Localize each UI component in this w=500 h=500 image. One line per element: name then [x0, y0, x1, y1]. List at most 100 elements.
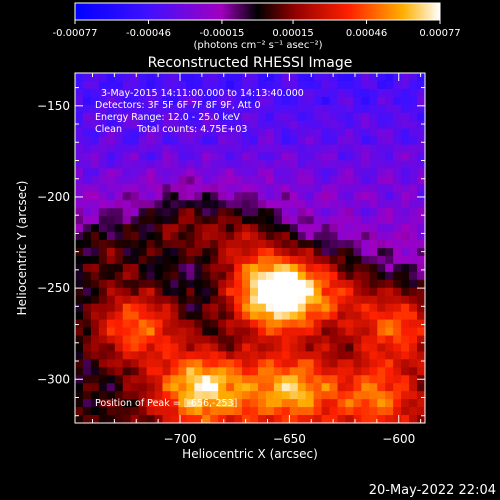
heatmap-cell [146, 279, 155, 289]
heatmap-cell [257, 375, 267, 384]
heatmap-cell [273, 73, 283, 82]
heatmap-cell [377, 184, 386, 193]
heatmap-cell [393, 192, 402, 201]
heatmap-cell [297, 248, 307, 257]
heatmap-cell [82, 128, 92, 138]
heatmap-cell [146, 176, 155, 185]
colorbar-tick-label: 0.00046 [346, 28, 387, 39]
heatmap-cell [234, 168, 243, 177]
heatmap-cell [138, 80, 147, 90]
heatmap-cell [417, 200, 425, 209]
heatmap-cell [385, 367, 394, 376]
heatmap-cell [385, 192, 394, 201]
heatmap-cell [186, 343, 195, 352]
heatmap-cell [226, 359, 235, 368]
heatmap-cell [226, 112, 235, 122]
heatmap-cell [210, 311, 219, 320]
heatmap-cell [409, 136, 418, 145]
heatmap-cell [194, 104, 203, 114]
heatmap-cell [242, 208, 251, 217]
heatmap-cell [250, 303, 259, 313]
heatmap-cell [146, 224, 155, 233]
heatmap-cell [170, 104, 179, 114]
heatmap-cell [265, 263, 275, 273]
heatmap-cell [337, 271, 346, 281]
heatmap-cell [250, 96, 259, 106]
heatmap-cell [289, 120, 299, 130]
colorbar-tick-label: -0.00077 [53, 28, 98, 39]
heatmap-cell [329, 200, 338, 209]
heatmap-cell [98, 224, 108, 233]
heatmap-cell [313, 367, 322, 376]
heatmap-cell [265, 232, 275, 241]
heatmap-cell [106, 279, 116, 289]
heatmap-cell [178, 327, 187, 336]
heatmap-cell [337, 248, 346, 257]
heatmap-cell [417, 144, 425, 153]
heatmap-cell [154, 271, 163, 281]
heatmap-cell [106, 295, 116, 305]
heatmap-cell [345, 80, 354, 90]
heatmap-cell [234, 359, 243, 368]
heatmap-cell [170, 295, 179, 305]
heatmap-cell [194, 224, 203, 233]
heatmap-cell [178, 128, 187, 138]
heatmap-cell [218, 184, 227, 193]
heatmap-cell [265, 287, 275, 297]
heatmap-cell [138, 224, 147, 233]
heatmap-cell [146, 192, 155, 201]
heatmap-cell [122, 144, 132, 153]
heatmap-cell [377, 200, 386, 209]
heatmap-cell [321, 351, 330, 360]
heatmap-cell [75, 168, 84, 177]
heatmap-cell [162, 295, 171, 305]
heatmap-cell [409, 399, 418, 408]
heatmap-cell [234, 120, 243, 130]
heatmap-cell [369, 232, 378, 241]
heatmap-cell [313, 383, 322, 392]
heatmap-cell [361, 287, 370, 297]
heatmap-cell [154, 263, 163, 273]
heatmap-cell [345, 343, 354, 352]
heatmap-cell [170, 255, 179, 265]
heatmap-cell [353, 319, 362, 328]
heatmap-cell [234, 80, 243, 90]
heatmap-cell [273, 80, 283, 90]
heatmap-cell [401, 216, 410, 225]
heatmap-cell [122, 96, 132, 106]
heatmap-cell [409, 271, 418, 281]
heatmap-cell [75, 359, 84, 368]
heatmap-cell [226, 160, 235, 169]
heatmap-cell [90, 240, 100, 249]
heatmap-cell [385, 407, 394, 416]
heatmap-cell [90, 399, 100, 408]
heatmap-cell [242, 399, 251, 408]
heatmap-cell [377, 224, 386, 233]
heatmap-cell [178, 120, 187, 130]
heatmap-cell [337, 367, 346, 376]
heatmap-cell [353, 263, 362, 273]
heatmap-cell [242, 120, 251, 130]
heatmap-cell [361, 128, 370, 138]
heatmap-cell [401, 303, 410, 313]
heatmap-cell [226, 343, 235, 352]
heatmap-cell [130, 391, 140, 400]
heatmap-cell [202, 311, 211, 320]
heatmap-cell [289, 319, 299, 328]
heatmap-cell [130, 80, 140, 90]
heatmap-cell [242, 255, 251, 265]
heatmap-cell [393, 327, 402, 336]
heatmap-cell [281, 311, 291, 320]
heatmap-cell [409, 248, 418, 257]
heatmap-cell [305, 176, 315, 185]
heatmap-cell [218, 287, 227, 297]
heatmap-cell [321, 96, 330, 106]
heatmap-cell [305, 391, 315, 400]
heatmap-cell [210, 248, 219, 257]
heatmap-cell [281, 248, 291, 257]
heatmap-cell [122, 319, 132, 328]
heatmap-cell [345, 391, 354, 400]
heatmap-cell [361, 279, 370, 289]
heatmap-cell [106, 208, 116, 217]
heatmap-cell [162, 200, 171, 209]
